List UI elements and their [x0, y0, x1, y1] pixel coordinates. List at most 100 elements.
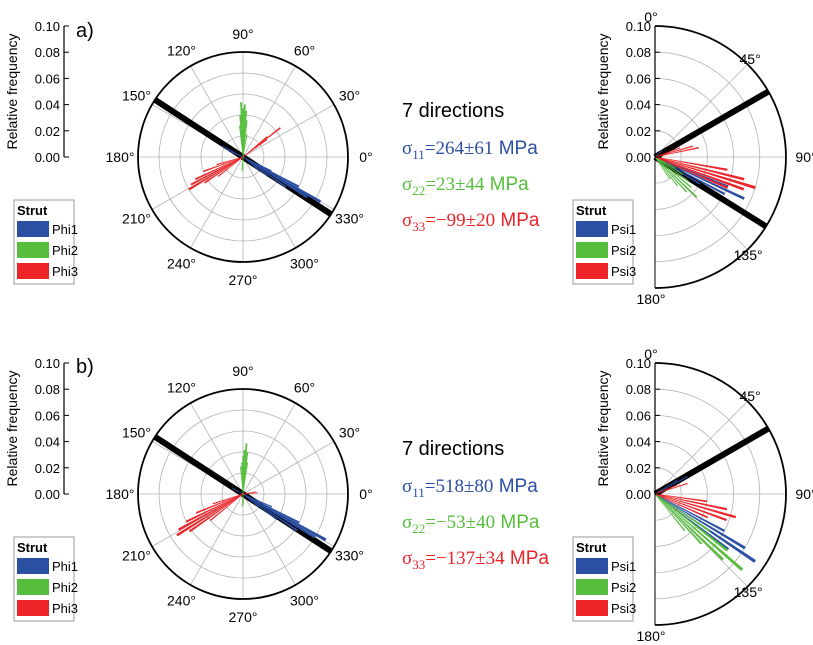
axes-layer — [13, 25, 787, 626]
grid-spoke — [654, 64, 748, 158]
legend-item-label: Psi3 — [611, 601, 636, 616]
rose-bar-phi2 — [654, 156, 692, 189]
angle-tick-label: 135° — [734, 584, 763, 600]
radial-tick-label: 0.06 — [626, 71, 651, 86]
stress-line: σ22=23±44 MPa — [402, 174, 529, 198]
angle-tick-label: 300° — [290, 256, 319, 272]
polar-outer-arc — [654, 25, 787, 289]
stress-value: =−99±20 — [425, 210, 495, 231]
panel-label: a) — [76, 20, 94, 42]
legend-swatch — [576, 600, 608, 616]
angle-tick-label: 120° — [167, 379, 196, 395]
rose-bar-phi1 — [242, 493, 260, 509]
rose-bar-phi3 — [654, 156, 745, 191]
stress-value: =−53±40 — [425, 512, 495, 533]
rose-bar-phi1 — [225, 148, 244, 158]
rose-bar-phi1 — [242, 493, 327, 542]
legend-swatch — [17, 242, 49, 258]
legend-item-label: Psi1 — [611, 559, 636, 574]
rose-bar-phi1 — [654, 149, 664, 158]
radial-tick-label: 0.08 — [626, 45, 651, 60]
rose-bar-phi3 — [654, 484, 678, 495]
rose-bar-phi3 — [242, 136, 268, 158]
angle-tick-label: 210° — [122, 211, 151, 227]
angle-tick-label: 210° — [122, 548, 151, 564]
stress-subscript: 11 — [412, 147, 425, 162]
polar-outer-ring — [137, 51, 349, 263]
y-axis-label: Relative frequency — [4, 34, 20, 150]
y-axis-label: Relative frequency — [4, 371, 20, 487]
rose-bar-phi3 — [185, 493, 244, 523]
legend-title: Strut — [576, 540, 607, 555]
angle-tick-label: 150° — [122, 88, 151, 104]
stress-unit: MPa — [495, 512, 540, 533]
panel-label: b) — [76, 356, 94, 378]
rose-bar-phi2 — [654, 493, 729, 552]
rose-bar-phi3 — [654, 156, 728, 171]
rose-bar-phi3 — [204, 156, 244, 184]
rose-bar-phi1 — [233, 488, 244, 495]
stress-subscript: 22 — [412, 521, 425, 536]
angle-tick-label: 180° — [106, 486, 135, 502]
rose-bar-phi3 — [188, 156, 244, 191]
legend-item-label: Psi2 — [611, 243, 636, 258]
angle-tick-label: 330° — [335, 548, 364, 564]
rose-bar-phi1 — [242, 493, 298, 532]
radial-tick-label: 0.02 — [626, 124, 651, 139]
radial-tick-label: 0.00 — [626, 150, 651, 165]
legend-item-label: Psi1 — [611, 222, 636, 237]
grid-spoke — [190, 402, 244, 495]
legend-swatch — [576, 579, 608, 595]
highlight-direction-line — [653, 88, 770, 160]
legend-item-label: Psi3 — [611, 264, 636, 279]
radial-tick-label: 0.06 — [35, 408, 60, 423]
stress-unit: MPa — [495, 210, 540, 231]
radial-tick-label: 0.04 — [626, 98, 651, 113]
angle-tick-label: 90° — [795, 486, 813, 502]
rose-bar-phi2 — [654, 156, 684, 175]
angle-tick-label: 0° — [644, 9, 657, 25]
angle-tick-label: 300° — [290, 593, 319, 609]
angle-tick-label: 240° — [167, 593, 196, 609]
grid-spoke — [242, 104, 335, 158]
directions-header: 7 directions — [402, 438, 504, 460]
rose-bar-phi3 — [212, 493, 244, 505]
angle-tick-label: 90° — [232, 26, 253, 42]
legend-title: Strut — [17, 203, 48, 218]
stress-line: σ33=−137±34 MPa — [402, 548, 549, 572]
radial-tick-label: 0.00 — [35, 487, 60, 502]
angle-tick-label: 30° — [339, 88, 360, 104]
rose-bar-phi2 — [241, 156, 244, 170]
rose-bar-phi2 — [654, 493, 686, 532]
rose-bar-phi2 — [242, 133, 248, 158]
rose-bar-phi2 — [241, 493, 244, 507]
radial-tick-label: 0.04 — [35, 98, 60, 113]
rose-bar-phi3 — [654, 482, 688, 495]
stress-unit: MPa — [493, 476, 538, 497]
grid-spoke — [242, 441, 335, 495]
radial-tick-label: 0.06 — [35, 71, 60, 86]
angle-tick-label: 180° — [637, 628, 666, 644]
stress-value: =−137±34 — [425, 548, 505, 569]
legend-item-label: Psi2 — [611, 580, 636, 595]
radial-tick-label: 0.10 — [35, 19, 60, 34]
stress-unit: MPa — [505, 548, 550, 569]
grid-spoke — [654, 401, 748, 495]
radial-tick-label: 0.02 — [35, 461, 60, 476]
grid-spoke — [242, 402, 296, 495]
legend-item-label: Phi1 — [52, 559, 78, 574]
angle-tick-label: 150° — [122, 425, 151, 441]
radial-tick-label: 0.08 — [35, 45, 60, 60]
angle-tick-label: 0° — [359, 149, 372, 165]
rose-bar-phi3 — [209, 493, 244, 522]
radial-tick-label: 0.10 — [626, 356, 651, 371]
legend-item-label: Phi1 — [52, 222, 78, 237]
rose-bar-phi1 — [222, 145, 244, 158]
rose-bar-phi1 — [242, 493, 278, 521]
rose-bar-phi2 — [654, 156, 679, 187]
legend-swatch — [17, 579, 49, 595]
rose-bar-phi1 — [242, 156, 269, 178]
y-axis-label: Relative frequency — [595, 371, 611, 487]
grid-spoke — [190, 65, 244, 158]
